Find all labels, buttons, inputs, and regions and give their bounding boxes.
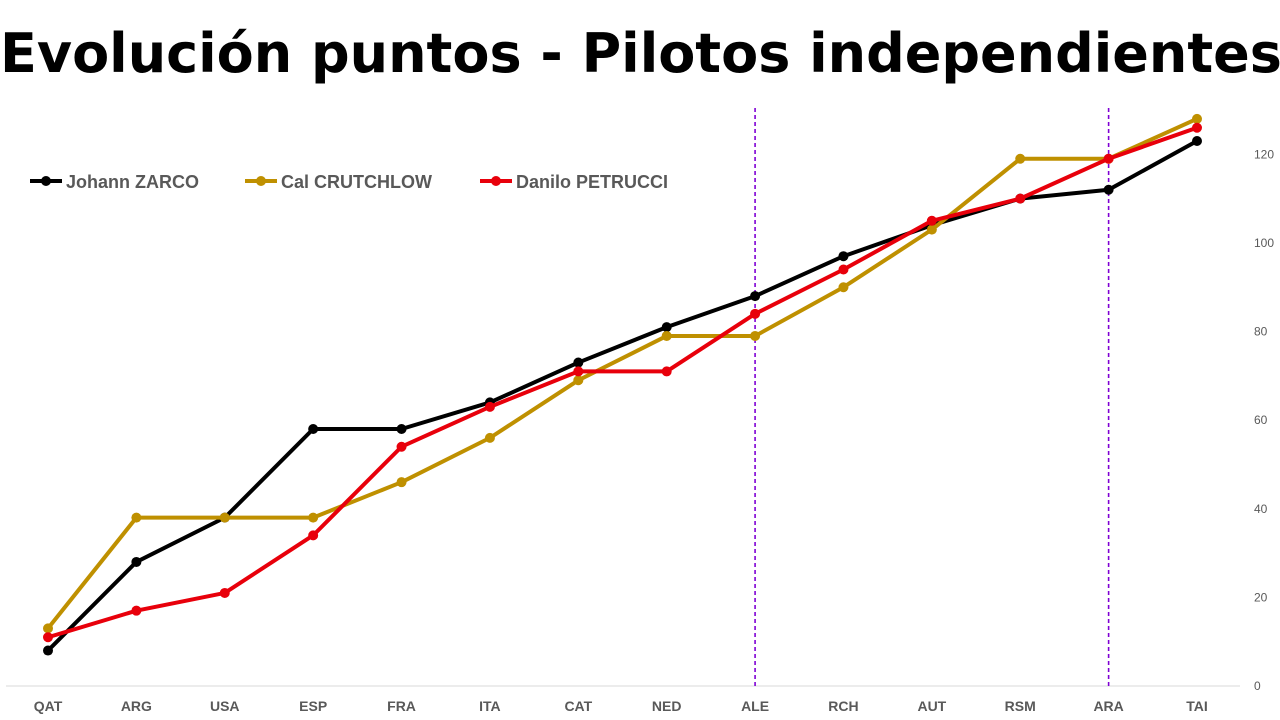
series-line	[46, 139, 1199, 653]
x-tick-label: ITA	[479, 698, 501, 714]
x-tick-label: ESP	[299, 698, 327, 714]
data-point	[43, 632, 53, 643]
legend-label: Cal CRUTCHLOW	[281, 172, 432, 192]
x-tick-label: FRA	[387, 698, 416, 714]
data-point	[131, 512, 142, 523]
x-tick-label: ARA	[1093, 698, 1123, 714]
data-point	[661, 330, 672, 341]
axis-layer: QAT ARG USA ESP FRA ITA CAT NED ALE RCH AUT RSM ARA T…	[6, 147, 1274, 714]
data-point	[219, 587, 230, 598]
y-tick-label: 20	[1254, 590, 1268, 604]
legend-item: Cal CRUTCHLOW	[245, 172, 432, 192]
x-tick-label: TAI	[1186, 698, 1208, 714]
x-tick-label: ALE	[741, 698, 769, 714]
x-tick-label: RSM	[1005, 698, 1036, 714]
legend-swatch-marker	[491, 176, 501, 186]
legend-item: Danilo PETRUCCI	[480, 172, 668, 192]
data-point	[926, 224, 937, 235]
data-point	[1103, 184, 1114, 195]
chart-title: Evolución puntos - Pilotos independiente…	[0, 22, 1280, 85]
y-tick-label: 120	[1254, 147, 1274, 161]
series-layer	[43, 113, 1202, 656]
series-cal-crutchlow	[43, 113, 1202, 634]
data-point	[396, 477, 407, 488]
data-point	[43, 623, 53, 634]
data-point	[308, 530, 319, 541]
data-point	[484, 432, 495, 443]
data-point	[661, 366, 672, 377]
x-tick-label: NED	[652, 698, 682, 714]
data-point	[1192, 136, 1202, 147]
data-point	[1015, 193, 1026, 204]
data-point	[396, 441, 407, 452]
y-tick-label: 100	[1254, 236, 1274, 250]
y-tick-label: 80	[1254, 325, 1268, 339]
legend-swatch-marker	[256, 176, 266, 186]
data-point	[1015, 153, 1026, 164]
data-point	[43, 645, 53, 656]
legend-swatch-marker	[41, 176, 51, 186]
data-point	[838, 282, 849, 293]
data-point	[750, 330, 761, 341]
data-point	[219, 512, 230, 523]
data-point	[573, 375, 584, 386]
data-point	[573, 357, 584, 368]
data-point	[838, 251, 849, 262]
x-tick-label: RCH	[828, 698, 858, 714]
data-point	[131, 556, 142, 567]
legend-label: Danilo PETRUCCI	[516, 172, 668, 192]
data-point	[1192, 122, 1202, 133]
legend-label: Johann ZARCO	[66, 172, 199, 192]
data-point	[396, 424, 407, 435]
series-johann-zarco	[43, 136, 1202, 656]
x-tick-label: QAT	[34, 698, 63, 714]
x-tick-label: AUT	[917, 698, 946, 714]
data-point	[750, 308, 761, 319]
data-point	[131, 605, 142, 616]
data-point	[308, 512, 319, 523]
legend-item: Johann ZARCO	[30, 172, 199, 192]
data-point	[838, 264, 849, 275]
reference-lines	[754, 108, 1110, 686]
data-point	[1192, 113, 1202, 124]
x-tick-label: CAT	[564, 698, 592, 714]
x-tick-label: USA	[210, 698, 240, 714]
data-point	[484, 401, 495, 412]
data-point	[926, 215, 937, 226]
data-point	[1103, 153, 1114, 164]
data-point	[661, 322, 672, 333]
series-line	[46, 116, 1199, 631]
data-point	[308, 424, 319, 435]
y-tick-label: 0	[1254, 679, 1261, 693]
legend: Johann ZARCO Cal CRUTCHLOW Danilo PETRUCCI	[30, 172, 668, 192]
y-tick-label: 40	[1254, 502, 1268, 516]
data-point	[750, 291, 761, 302]
x-tick-label: ARG	[121, 698, 152, 714]
series-danilo-petrucci	[43, 122, 1202, 643]
series-line	[46, 125, 1199, 640]
y-tick-label: 60	[1254, 413, 1268, 427]
data-point	[573, 366, 584, 377]
